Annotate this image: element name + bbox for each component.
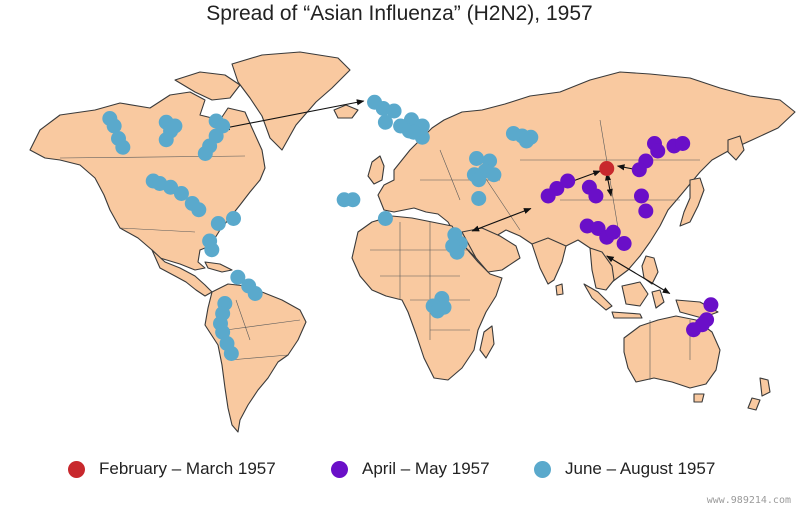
outbreak-marker-apr-may-9: [540, 188, 556, 204]
outbreak-marker-jun-aug-56: [377, 211, 393, 226]
map-title: Spread of “Asian Influenza” (H2N2), 1957: [206, 2, 593, 25]
outbreak-marker-apr-may-11: [588, 188, 604, 204]
outbreak-marker-apr-may-17: [605, 224, 621, 240]
land-india: [531, 237, 567, 285]
outbreak-marker-apr-may-13: [638, 203, 654, 219]
legend-label-feb-mar: February – March 1957: [99, 459, 276, 478]
legend-dot-apr-may: [331, 460, 348, 478]
outbreak-marker-jun-aug-36: [377, 114, 393, 130]
outbreak-marker-jun-aug-49: [471, 191, 487, 206]
outbreak-marker-apr-may-18: [616, 236, 632, 251]
legend-label-jun-aug: June – August 1957: [565, 459, 716, 478]
spread-arrow-3: [605, 172, 613, 197]
outbreak-marker-jun-aug-42: [406, 124, 422, 140]
outbreak-marker-apr-may-22: [686, 322, 702, 338]
outbreak-marker-apr-may-7: [560, 173, 576, 189]
outbreak-marker-apr-may-2: [675, 136, 691, 151]
legend-dot-jun-aug: [534, 460, 551, 478]
outbreak-marker-jun-aug-26: [247, 286, 263, 301]
outbreak-marker-jun-aug-53: [518, 133, 534, 149]
outbreak-marker-apr-may-6: [631, 162, 647, 178]
outbreak-marker-jun-aug-23: [204, 242, 220, 258]
outbreak-marker-jun-aug-64: [436, 299, 452, 315]
outbreak-marker-jun-aug-6: [115, 139, 131, 155]
land-sumatra: [583, 283, 613, 311]
land-new-zealand: [747, 377, 771, 411]
spread-arrow-6: [606, 255, 671, 294]
outbreak-marker-apr-may-4: [650, 143, 666, 159]
land-madagascar: [479, 325, 495, 359]
legend-item-apr-may: April – May 1957: [331, 455, 490, 483]
land-java: [611, 311, 643, 319]
outbreak-marker-jun-aug-43: [469, 151, 485, 166]
legend: February – March 1957 April – May 1957 J…: [0, 455, 799, 485]
outbreak-marker-jun-aug-24: [230, 269, 246, 285]
outbreak-marker-jun-aug-60: [449, 244, 465, 260]
outbreak-marker-jun-aug-32: [223, 346, 239, 361]
outbreak-marker-jun-aug-4: [106, 118, 122, 134]
land-africa: [351, 215, 503, 381]
outbreak-marker-jun-aug-21: [226, 211, 242, 226]
outbreak-marker-jun-aug-48: [471, 172, 487, 188]
land-caribbean: [204, 261, 233, 273]
outbreak-marker-jun-aug-9: [158, 132, 174, 148]
outbreak-marker-jun-aug-46: [486, 167, 502, 183]
watermark: www.989214.com: [706, 495, 791, 506]
outbreak-marker-jun-aug-19: [191, 202, 207, 218]
land-central-america: [151, 249, 213, 297]
land-british-isles: [367, 155, 385, 185]
land-sri-lanka: [555, 283, 564, 296]
outbreak-markers: [102, 94, 719, 361]
land-arctic-islands: [174, 71, 241, 101]
outbreak-marker-jun-aug-37: [403, 112, 419, 128]
legend-dot-feb-mar: [68, 460, 85, 478]
outbreak-marker-jun-aug-55: [345, 192, 361, 208]
land-japan: [679, 177, 705, 227]
legend-item-feb-mar: February – March 1957: [68, 455, 276, 483]
outbreak-marker-jun-aug-10: [167, 118, 183, 134]
outbreak-marker-jun-aug-16: [163, 179, 179, 195]
land-kamchatka: [727, 135, 745, 161]
outbreak-marker-jun-aug-17: [173, 186, 189, 201]
legend-item-jun-aug: June – August 1957: [534, 455, 715, 483]
outbreak-marker-jun-aug-20: [210, 216, 226, 231]
outbreak-marker-apr-may-12: [633, 188, 649, 204]
spread-arrow-1: [221, 99, 365, 131]
outbreak-marker-jun-aug-13: [197, 146, 213, 161]
outbreak-marker-apr-may-19: [703, 297, 719, 313]
legend-label-apr-may: April – May 1957: [362, 459, 490, 478]
outbreak-marker-jun-aug-30: [215, 324, 231, 340]
spread-arrow-5: [471, 207, 532, 232]
outbreak-marker-feb-mar-1: [599, 161, 615, 176]
outbreak-marker-jun-aug-35: [386, 103, 402, 119]
land-tasmania: [693, 393, 705, 403]
